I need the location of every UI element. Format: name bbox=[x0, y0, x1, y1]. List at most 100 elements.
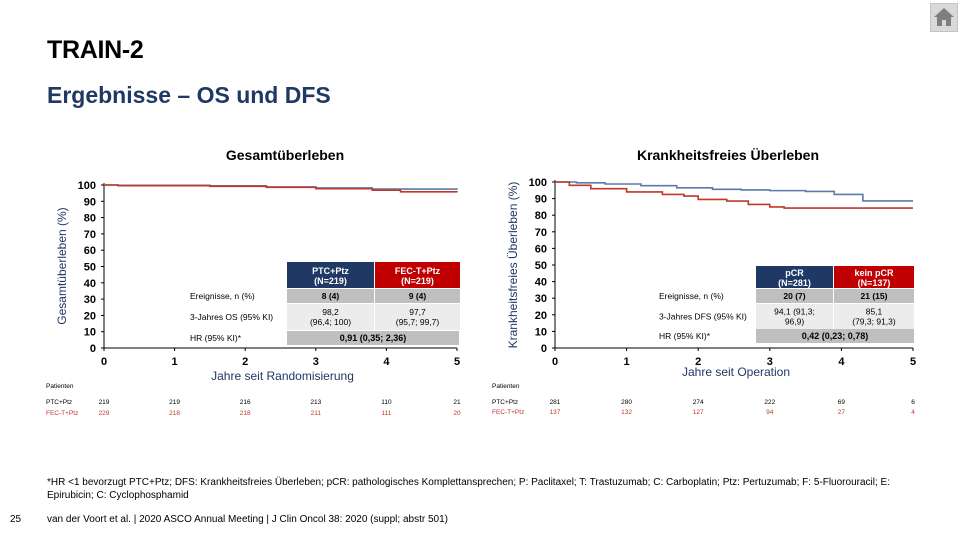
home-button[interactable] bbox=[930, 3, 958, 32]
page-number: 25 bbox=[10, 514, 22, 525]
at-risk-label: Patienten bbox=[46, 383, 74, 390]
y-tick-label: 40 bbox=[84, 278, 96, 290]
at-risk-value: 218 bbox=[240, 410, 251, 417]
table-cell bbox=[756, 304, 833, 329]
at-risk-value: 69 bbox=[838, 399, 846, 406]
table-row-label: 3-Jahres DFS (95% KI) bbox=[659, 312, 747, 322]
table-row-label: 3-Jahres OS (95% KI) bbox=[190, 312, 273, 322]
at-risk-row-name: FEC-T+Ptz bbox=[46, 410, 78, 417]
at-risk-value: 132 bbox=[621, 409, 632, 416]
at-risk-value: 21 bbox=[453, 399, 461, 406]
x-tick-label: 2 bbox=[695, 356, 701, 368]
table-cell bbox=[756, 329, 914, 343]
citation: van der Voort et al. | 2020 ASCO Annual … bbox=[47, 514, 448, 525]
at-risk-value: 211 bbox=[311, 410, 322, 417]
table-header-cell bbox=[375, 262, 460, 288]
x-tick-label: 0 bbox=[101, 356, 107, 368]
table-header-cell bbox=[756, 266, 833, 288]
at-risk-value: 4 bbox=[911, 409, 915, 416]
table-header-cell bbox=[834, 266, 914, 288]
at-risk-value: 20 bbox=[453, 410, 461, 417]
y-tick-label: 100 bbox=[529, 177, 547, 189]
at-risk-value: 274 bbox=[693, 399, 704, 406]
x-tick-label: 1 bbox=[172, 356, 178, 368]
x-tick-label: 2 bbox=[242, 356, 248, 368]
dfs-chart-title: Krankheitsfreies Überleben bbox=[636, 147, 820, 163]
x-tick-label: 3 bbox=[767, 356, 773, 368]
table-cell-value: 98,2 (96,4; 100) bbox=[310, 307, 351, 327]
table-row-label: Ereignisse, n (%) bbox=[190, 291, 255, 301]
y-tick-label: 100 bbox=[78, 180, 96, 192]
at-risk-row-name: FEC-T+Ptz bbox=[492, 409, 524, 416]
y-tick-label: 90 bbox=[535, 194, 547, 206]
x-tick-label: 0 bbox=[552, 356, 558, 368]
table-header-label: PTC+Ptz (N=219) bbox=[312, 266, 349, 286]
at-risk-row-name: PTC+Ptz bbox=[46, 399, 72, 406]
y-tick-label: 0 bbox=[541, 343, 547, 355]
table-cell-value: 97,7 (95,7; 99,7) bbox=[396, 307, 440, 327]
y-tick-label: 20 bbox=[535, 310, 547, 322]
at-risk-value: 6 bbox=[911, 399, 915, 406]
x-tick-label: 3 bbox=[313, 356, 319, 368]
x-tick-label: 5 bbox=[454, 356, 460, 368]
os-chart-title: Gesamtüberleben bbox=[225, 147, 345, 163]
table-cell-value: 0,42 (0,23; 0,78) bbox=[802, 331, 869, 341]
x-axis-label: Jahre seit Randomisierung bbox=[211, 369, 354, 383]
series-line-fec-t-ptz bbox=[104, 184, 458, 193]
table-header-label: FEC-T+Ptz (N=219) bbox=[395, 266, 441, 286]
at-risk-row-name: PTC+Ptz bbox=[492, 399, 518, 406]
y-tick-label: 30 bbox=[84, 294, 96, 306]
y-tick-label: 70 bbox=[535, 227, 547, 239]
table-cell bbox=[756, 289, 833, 303]
at-risk-value: 216 bbox=[240, 399, 251, 406]
y-axis-label: Gesamtüberleben (%) bbox=[55, 207, 69, 324]
y-tick-label: 0 bbox=[90, 343, 96, 355]
at-risk-value: 229 bbox=[99, 410, 110, 417]
series-line-pcr bbox=[555, 181, 913, 202]
table-row-label: HR (95% KI)* bbox=[659, 331, 711, 341]
y-tick-label: 10 bbox=[84, 327, 96, 339]
y-tick-label: 80 bbox=[84, 213, 96, 225]
at-risk-value: 219 bbox=[169, 399, 180, 406]
at-risk-value: 219 bbox=[99, 399, 110, 406]
footnote: *HR <1 bevorzugt PTC+Ptz; DFS: Krankheit… bbox=[47, 477, 890, 501]
table-cell-value: 8 (4) bbox=[322, 291, 340, 301]
y-tick-label: 70 bbox=[84, 229, 96, 241]
at-risk-value: 110 bbox=[381, 399, 392, 406]
table-cell bbox=[287, 331, 459, 345]
y-tick-label: 60 bbox=[535, 243, 547, 255]
table-cell-value: 21 (15) bbox=[861, 291, 888, 301]
slide-title: TRAIN-2 bbox=[47, 36, 144, 64]
x-tick-label: 4 bbox=[383, 356, 390, 368]
table-cell bbox=[287, 289, 374, 303]
x-tick-label: 4 bbox=[838, 356, 845, 368]
table-header-label: kein pCR (N=137) bbox=[854, 268, 894, 288]
table-cell-value: 9 (4) bbox=[409, 291, 427, 301]
x-tick-label: 1 bbox=[624, 356, 630, 368]
y-tick-label: 80 bbox=[535, 210, 547, 222]
at-risk-value: 218 bbox=[169, 410, 180, 417]
at-risk-value: 127 bbox=[693, 409, 704, 416]
y-tick-label: 90 bbox=[84, 196, 96, 208]
y-axis-label: Krankheitsfreies Überleben (%) bbox=[506, 182, 520, 349]
table-cell-value: 20 (7) bbox=[783, 291, 805, 301]
series-line-kein-pcr bbox=[555, 181, 913, 209]
table-cell bbox=[834, 289, 914, 303]
at-risk-value: 222 bbox=[764, 399, 775, 406]
y-tick-label: 50 bbox=[535, 260, 547, 272]
at-risk-value: 281 bbox=[550, 399, 561, 406]
table-cell bbox=[287, 304, 374, 330]
table-cell-value: 0,91 (0,35; 2,36) bbox=[340, 333, 407, 343]
y-tick-label: 60 bbox=[84, 245, 96, 257]
x-axis-label: Jahre seit Operation bbox=[682, 365, 790, 379]
table-header-cell bbox=[287, 262, 374, 288]
y-tick-label: 40 bbox=[535, 277, 547, 289]
at-risk-value: 27 bbox=[838, 409, 846, 416]
at-risk-label: Patienten bbox=[492, 383, 520, 390]
table-cell bbox=[375, 289, 460, 303]
at-risk-value: 94 bbox=[766, 409, 774, 416]
table-cell-value: 85,1 (79,3; 91,3) bbox=[852, 307, 896, 327]
table-header-label: pCR (N=281) bbox=[778, 268, 811, 288]
y-tick-label: 20 bbox=[84, 310, 96, 322]
